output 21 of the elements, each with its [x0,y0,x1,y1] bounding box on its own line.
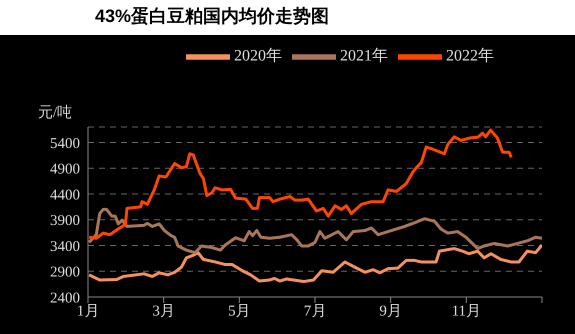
y-tick-label: 4900 [50,162,80,178]
chart-title: 43%蛋白豆粕国内均价走势图 [0,0,575,35]
legend-label: 2021年 [340,48,388,65]
x-tick-label: 1月 [76,304,100,320]
x-tick-label: 3月 [152,304,175,320]
y-tick-label: 2400 [50,290,80,306]
x-tick-label: 5月 [228,304,251,320]
x-tick-label: 11月 [452,304,482,320]
line-series [88,243,542,284]
y-tick-label: 4400 [50,187,80,204]
legend-label: 2020年 [234,48,282,65]
y-tick-label: 2900 [50,264,80,281]
y-tick-label: 5400 [50,136,80,152]
line-series [88,208,542,254]
y-axis-title: 元/吨 [38,104,72,121]
y-tick-label: 3400 [50,238,80,255]
x-tick-label: 9月 [379,304,402,320]
line-series [88,128,513,240]
y-tick-label: 3900 [50,213,80,230]
x-tick-label: 7月 [304,304,326,320]
legend-label: 2022年 [446,48,494,65]
